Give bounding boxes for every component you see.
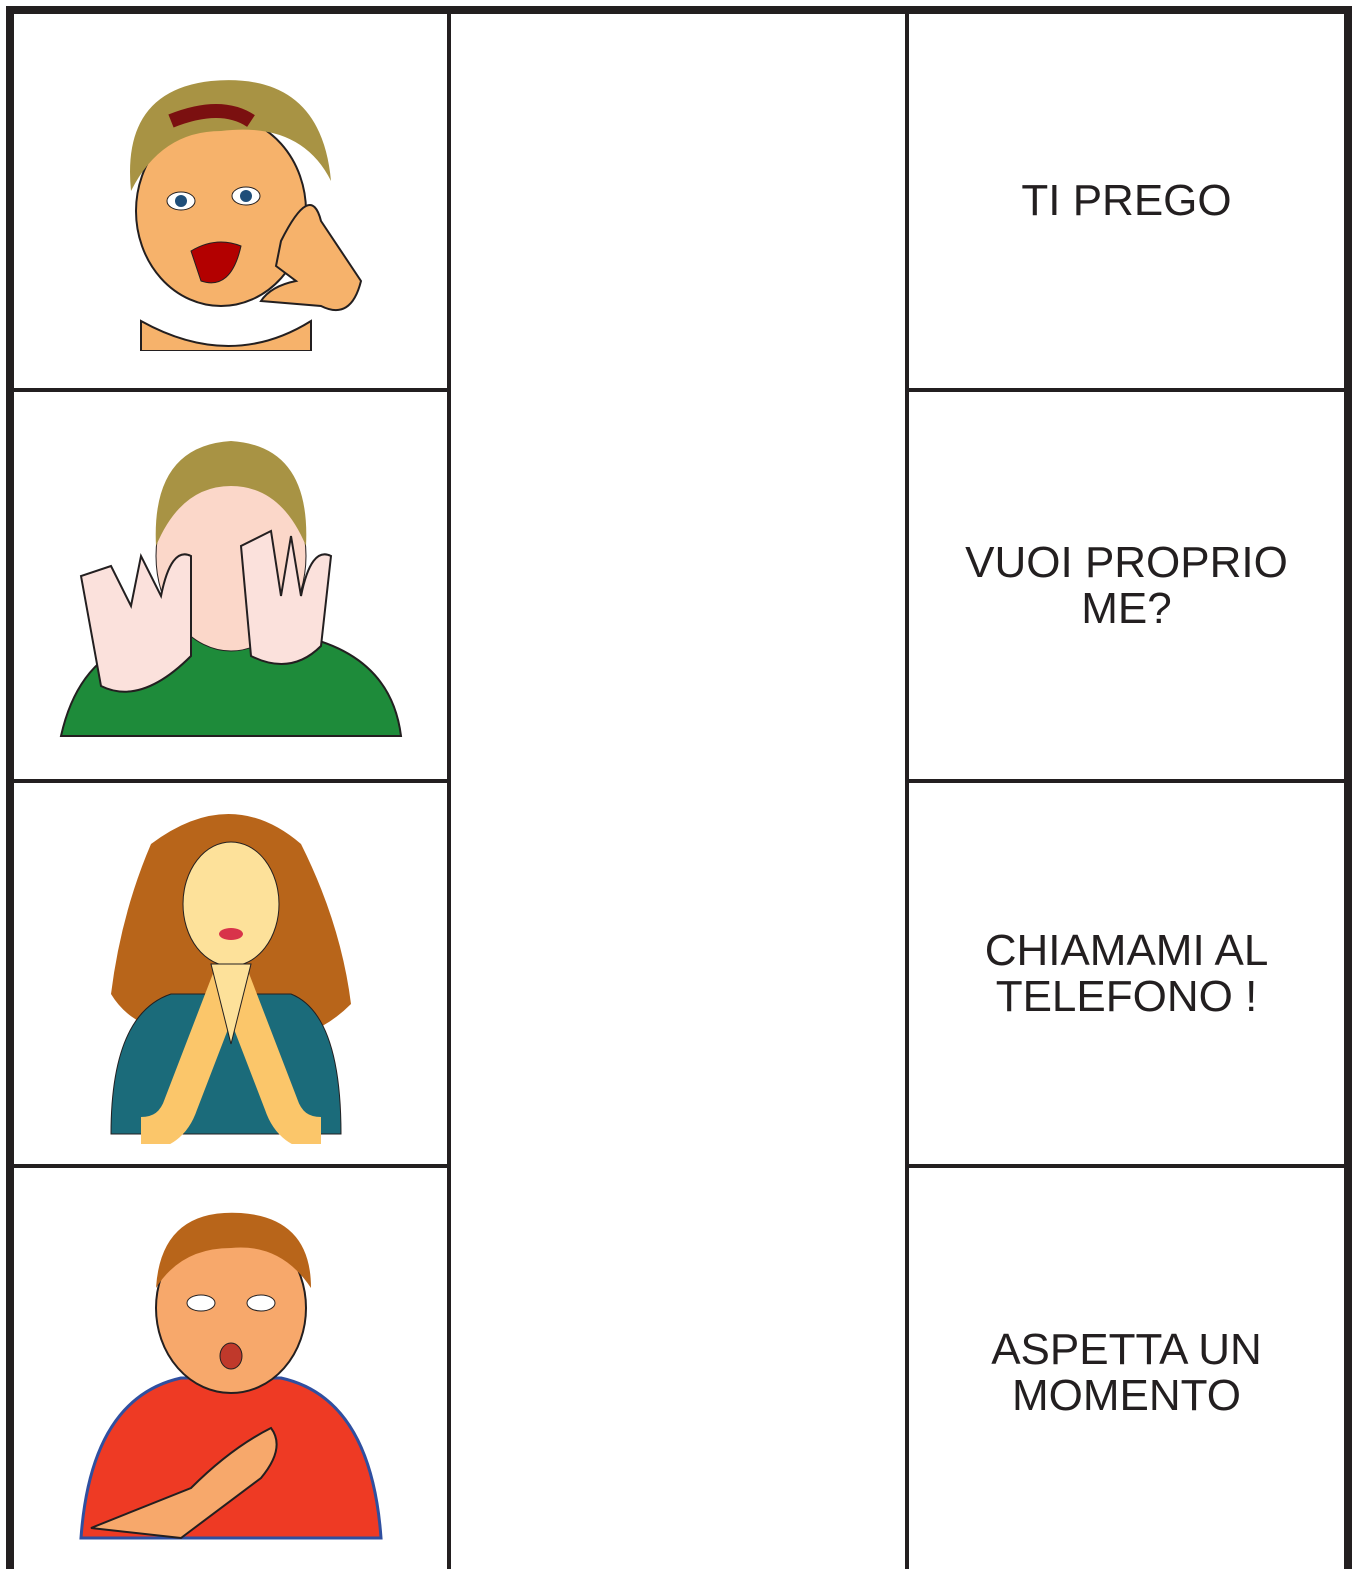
row-divider xyxy=(909,388,1344,392)
label-text: TI PREGO xyxy=(1021,176,1232,225)
worksheet-table: TI PREGO VUOI PROPRIO ME? CHIAMAMI AL TE… xyxy=(6,6,1352,1569)
label-cell: VUOI PROPRIO ME? xyxy=(909,392,1344,779)
sign-picture xyxy=(14,1168,447,1577)
label-cell: ASPETTA UN MOMENTO xyxy=(909,1168,1344,1577)
label-cell: TI PREGO xyxy=(909,14,1344,388)
row-divider xyxy=(909,1164,1344,1168)
row-divider xyxy=(909,779,1344,783)
label-text: CHIAMAMI AL TELEFONO ! xyxy=(984,925,1269,1021)
row-divider xyxy=(14,1164,447,1168)
column-divider xyxy=(905,14,909,1569)
label-cell: CHIAMAMI AL TELEFONO ! xyxy=(909,783,1344,1164)
label-text: VUOI PROPRIO ME? xyxy=(965,537,1288,633)
illustration xyxy=(109,813,351,1144)
column-divider xyxy=(447,14,451,1569)
illustration xyxy=(59,440,402,737)
row-divider xyxy=(14,388,447,392)
sign-picture xyxy=(14,392,447,779)
illustration xyxy=(129,80,362,351)
illustration xyxy=(78,1212,383,1539)
sign-picture xyxy=(14,783,447,1164)
label-text: ASPETTA UN MOMENTO xyxy=(991,1324,1262,1420)
sign-picture xyxy=(14,14,447,388)
row-divider xyxy=(14,779,447,783)
